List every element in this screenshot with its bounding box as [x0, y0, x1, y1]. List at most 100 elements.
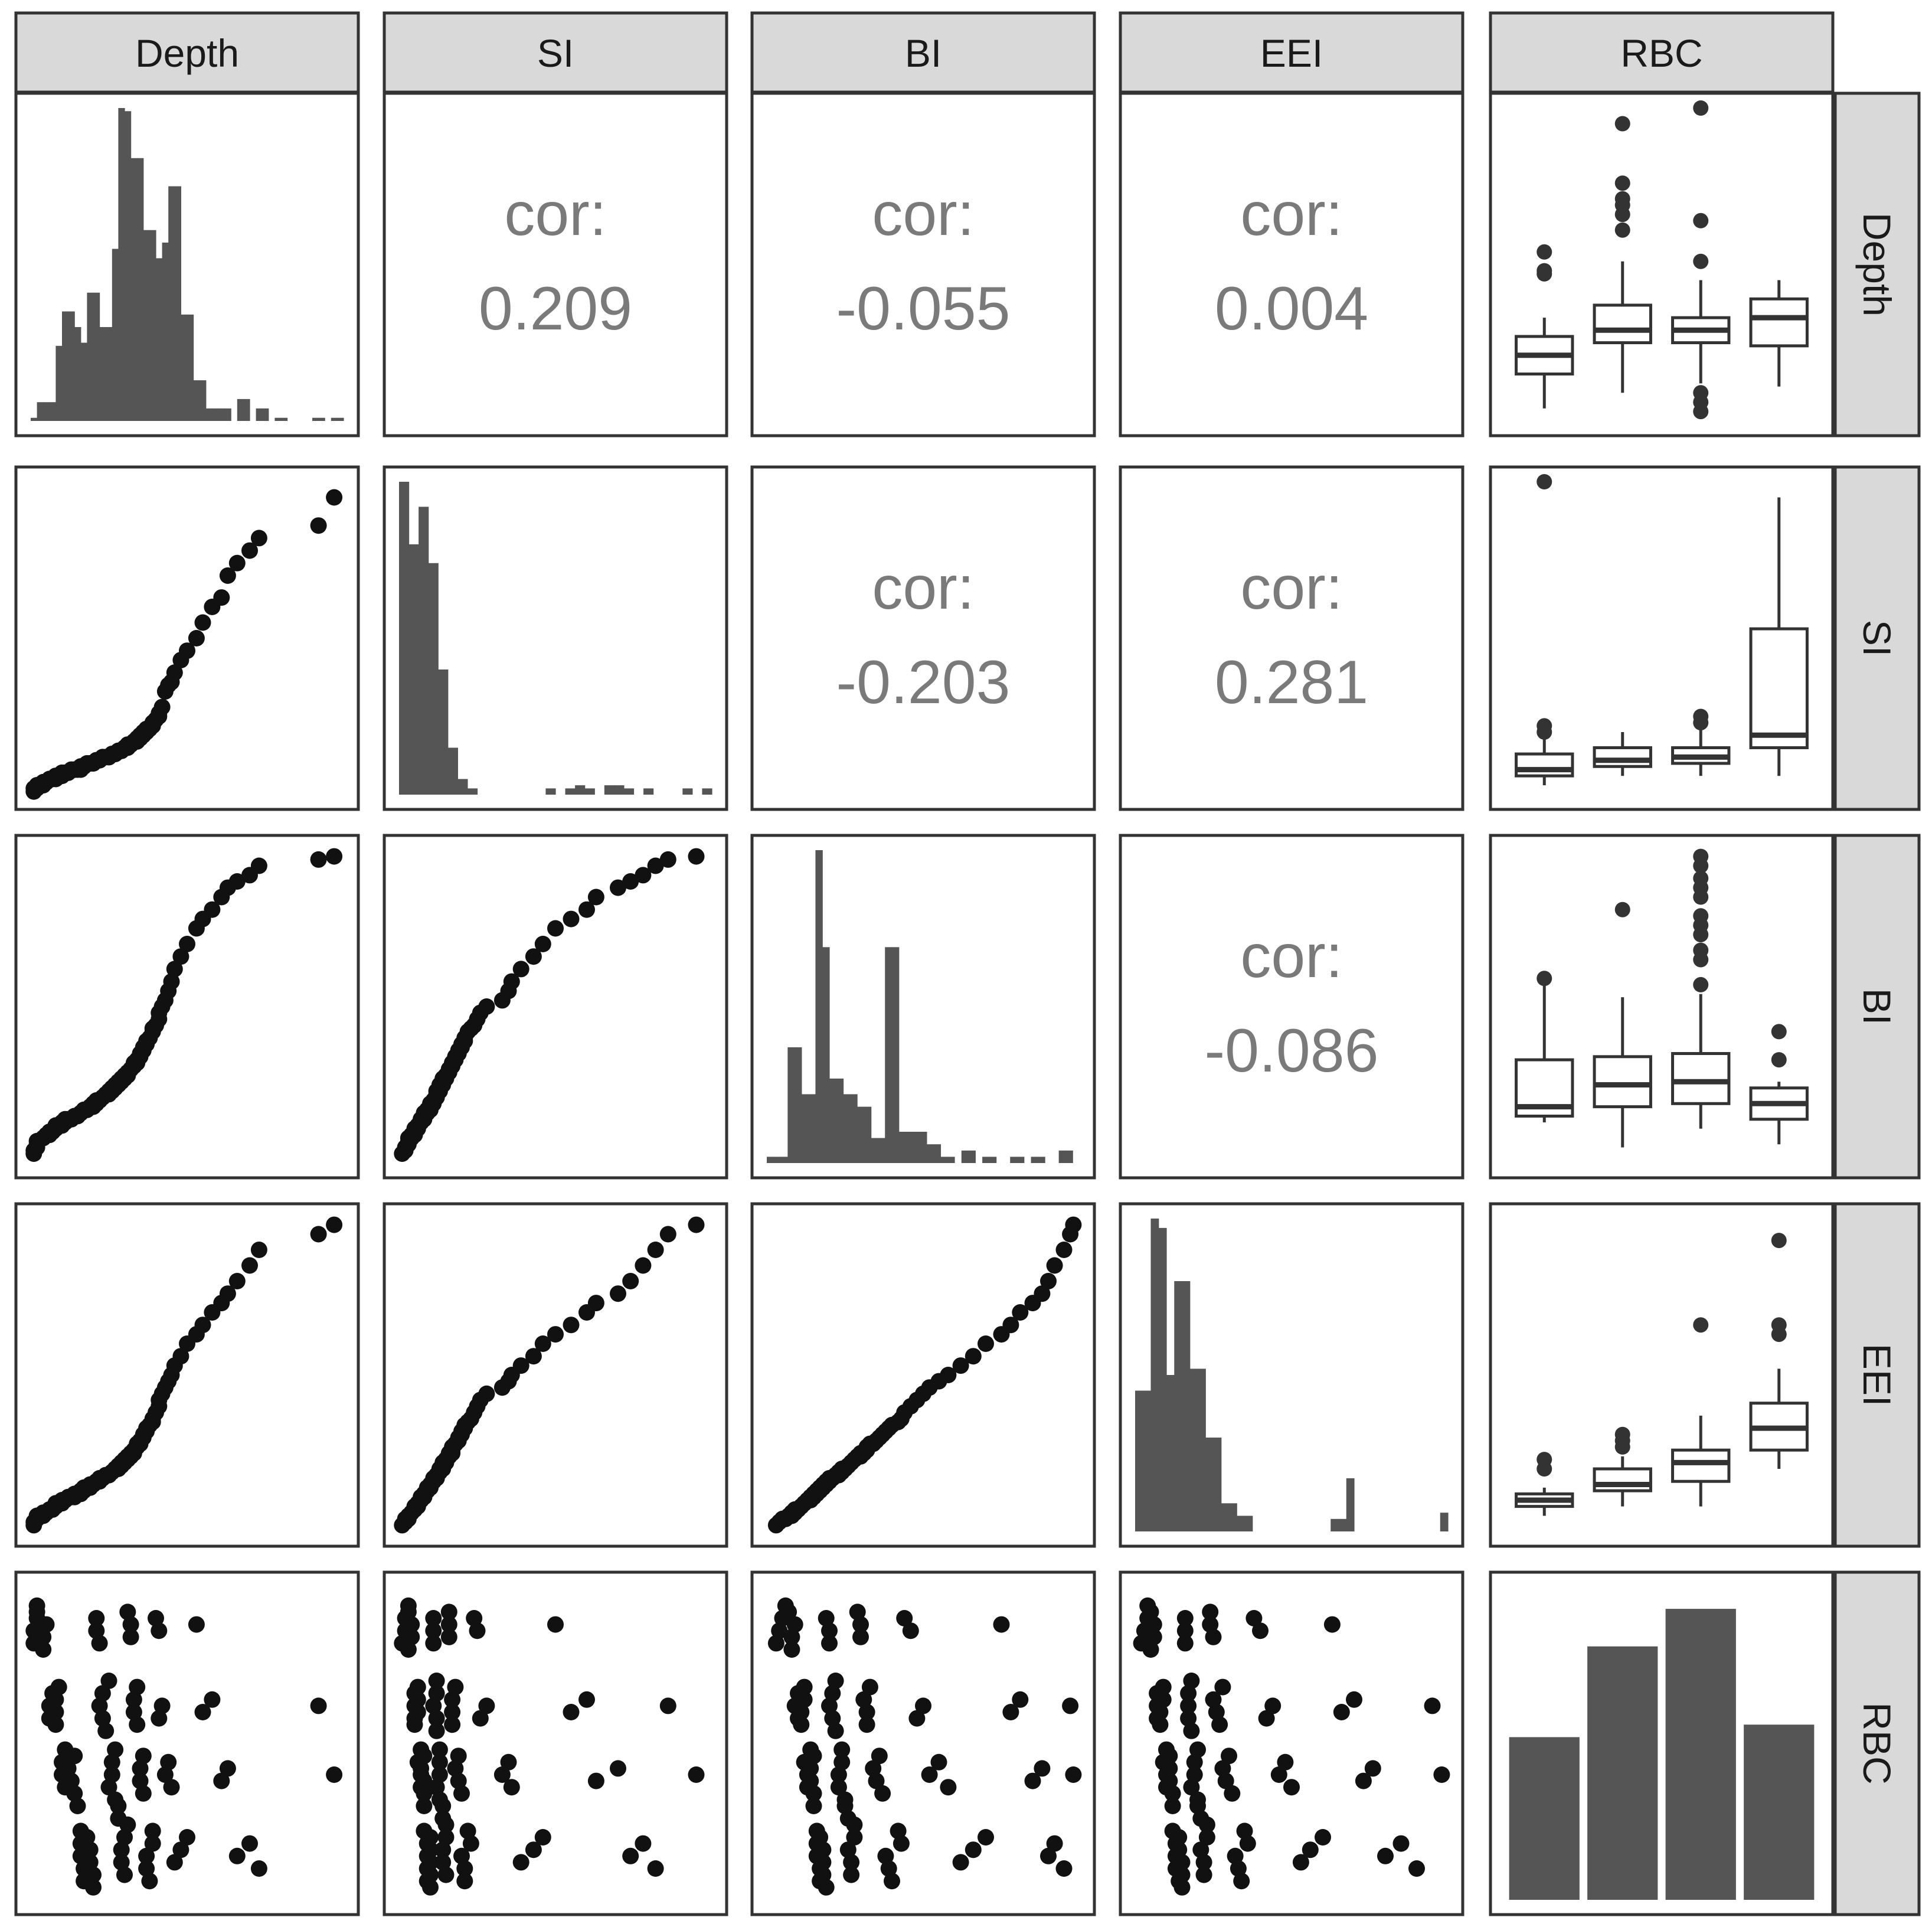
scatter-point [50, 1678, 67, 1696]
hist-bar [1244, 1516, 1253, 1531]
hist-bar [1150, 1219, 1159, 1531]
scatter-point [219, 1760, 236, 1777]
scatter-point [1392, 1835, 1410, 1852]
outlier-point [1693, 976, 1709, 992]
scatter-point [241, 1257, 258, 1274]
scatter-point [1183, 1779, 1200, 1796]
scatter-point [151, 1622, 168, 1639]
scatter-point [849, 1603, 866, 1621]
scatter-point [1142, 1641, 1159, 1658]
panel-depth-eei [1119, 92, 1464, 437]
scatter-point [993, 1616, 1010, 1633]
scatter-point [635, 867, 652, 884]
scatter-point [868, 1772, 885, 1789]
scatter-point [965, 1348, 982, 1365]
strip-right-label: BI [1855, 988, 1899, 1025]
scatter-point [1239, 1835, 1256, 1852]
hist-bar [149, 230, 156, 421]
scatter-point [1040, 1273, 1057, 1289]
scatter-point [81, 1854, 99, 1871]
scatter-point [836, 1798, 854, 1814]
scatter-point [409, 1704, 426, 1720]
scatter-point [908, 1710, 926, 1727]
scatter-point [431, 1753, 448, 1771]
scatter-point [659, 1697, 676, 1714]
scatter-point [1173, 1854, 1191, 1871]
scatter-point [827, 1722, 844, 1739]
hist-bar [262, 408, 269, 421]
box [1671, 1052, 1731, 1105]
scatter-point [1012, 1691, 1029, 1708]
scatter-point [416, 1748, 433, 1765]
hist-bar [312, 417, 319, 421]
scatter-point [409, 1678, 426, 1696]
scatter-point [228, 554, 246, 571]
outlier-point [1693, 100, 1709, 116]
scatter-point [1277, 1753, 1294, 1771]
scatter-point [805, 1748, 822, 1765]
scatter-point [978, 1829, 994, 1846]
scatter-point [1055, 1860, 1073, 1877]
scatter-point [525, 1348, 542, 1365]
hist-bar [408, 544, 419, 795]
box [1749, 627, 1809, 749]
scatter-point [833, 1753, 851, 1771]
scatter-point [1195, 1866, 1212, 1883]
hist-bar [318, 417, 325, 421]
outlier-point [1537, 718, 1552, 734]
scatter-point [450, 1748, 467, 1765]
scatter-point [179, 936, 195, 952]
scatter-point [135, 1785, 152, 1802]
box [1671, 1448, 1731, 1483]
scatter-point [172, 948, 189, 965]
scatter-point [228, 1847, 246, 1864]
hist-bar [1058, 1150, 1067, 1163]
panel-bi-depth [14, 834, 360, 1180]
scatter-point [310, 1697, 327, 1714]
hist-bar [940, 1157, 948, 1163]
scatter-point [893, 1835, 910, 1852]
rbc-bar [1509, 1737, 1580, 1900]
scatter-point [434, 1841, 452, 1859]
scatter-point [47, 1691, 64, 1708]
hist-bar [614, 785, 625, 795]
scatter-point [406, 1716, 423, 1733]
panel-eei-eei [1119, 1202, 1464, 1548]
scatter-point [129, 1678, 146, 1696]
scatter-point [250, 1242, 267, 1258]
hist-bar [1198, 1369, 1206, 1531]
scatter-point [1205, 1691, 1222, 1708]
scatter-point [1180, 1697, 1197, 1714]
panel-si-depth [14, 465, 360, 811]
scatter-point [1424, 1697, 1441, 1714]
hist-bar [118, 108, 125, 421]
hist-bar [1338, 1518, 1347, 1531]
hist-bar [920, 1132, 927, 1163]
scatter-point [1315, 1829, 1331, 1846]
scatter-point [1183, 1722, 1200, 1739]
scatter-point [861, 1678, 878, 1696]
strip-right-si [1833, 465, 1921, 811]
hist-bar [545, 788, 556, 795]
scatter-point [437, 1816, 455, 1833]
scatter-point [915, 1697, 931, 1714]
strip-right-rbc [1833, 1570, 1921, 1916]
scatter-point [453, 1785, 470, 1802]
hist-bar [125, 111, 132, 422]
scatter-point [81, 1841, 99, 1859]
scatter-point [818, 1879, 835, 1896]
scatter-point [38, 1616, 55, 1633]
scatter-point [422, 1866, 439, 1883]
scatter-point [796, 1678, 813, 1696]
rbc-bar [1665, 1609, 1736, 1900]
panel-bi-bi [750, 834, 1096, 1180]
hist-bar [80, 342, 87, 421]
scatter-point [172, 1841, 189, 1859]
scatter-point [453, 1847, 470, 1864]
strip-top-label: SI [537, 31, 574, 75]
scatter-point [400, 1641, 417, 1658]
scatter-point [85, 1866, 102, 1883]
hist-bar [767, 1157, 774, 1163]
scatter-point [622, 1847, 639, 1864]
scatter-point [855, 1691, 872, 1708]
